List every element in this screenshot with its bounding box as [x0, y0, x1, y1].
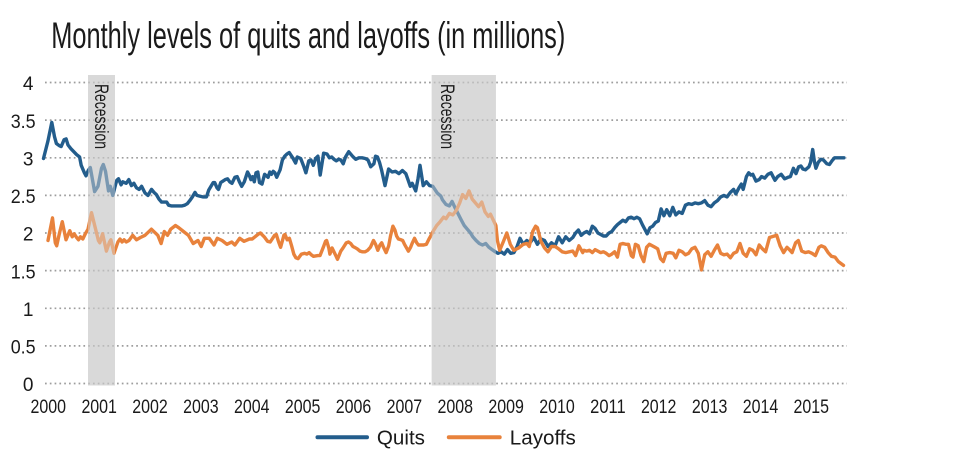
- svg-text:Recession: Recession: [90, 84, 111, 149]
- svg-text:4: 4: [23, 74, 34, 95]
- svg-text:2010: 2010: [539, 397, 575, 418]
- svg-text:2015: 2015: [794, 397, 830, 418]
- svg-text:1: 1: [23, 300, 34, 321]
- svg-text:Monthly levels of quits and la: Monthly levels of quits and layoffs (in …: [51, 15, 565, 56]
- svg-text:2.5: 2.5: [11, 187, 36, 208]
- svg-text:2003: 2003: [183, 397, 219, 418]
- svg-text:1.5: 1.5: [11, 262, 36, 283]
- svg-text:2013: 2013: [692, 397, 728, 418]
- svg-text:2004: 2004: [234, 397, 270, 418]
- svg-text:2001: 2001: [81, 397, 117, 418]
- svg-text:2002: 2002: [132, 397, 168, 418]
- svg-text:0: 0: [23, 375, 34, 396]
- svg-text:2007: 2007: [387, 397, 423, 418]
- svg-text:2014: 2014: [743, 397, 779, 418]
- svg-text:2000: 2000: [31, 397, 67, 418]
- svg-text:2006: 2006: [336, 397, 372, 418]
- svg-text:3: 3: [23, 150, 34, 171]
- svg-text:2: 2: [23, 225, 34, 246]
- svg-text:2005: 2005: [285, 397, 321, 418]
- svg-text:Recession: Recession: [436, 84, 457, 149]
- svg-text:2009: 2009: [488, 397, 524, 418]
- svg-text:0.5: 0.5: [11, 338, 36, 359]
- svg-text:2012: 2012: [641, 397, 677, 418]
- svg-text:Quits: Quits: [377, 426, 425, 449]
- svg-text:Layoffs: Layoffs: [510, 426, 576, 449]
- svg-text:2011: 2011: [590, 397, 626, 418]
- svg-text:3.5: 3.5: [11, 112, 36, 133]
- svg-text:2008: 2008: [438, 397, 474, 418]
